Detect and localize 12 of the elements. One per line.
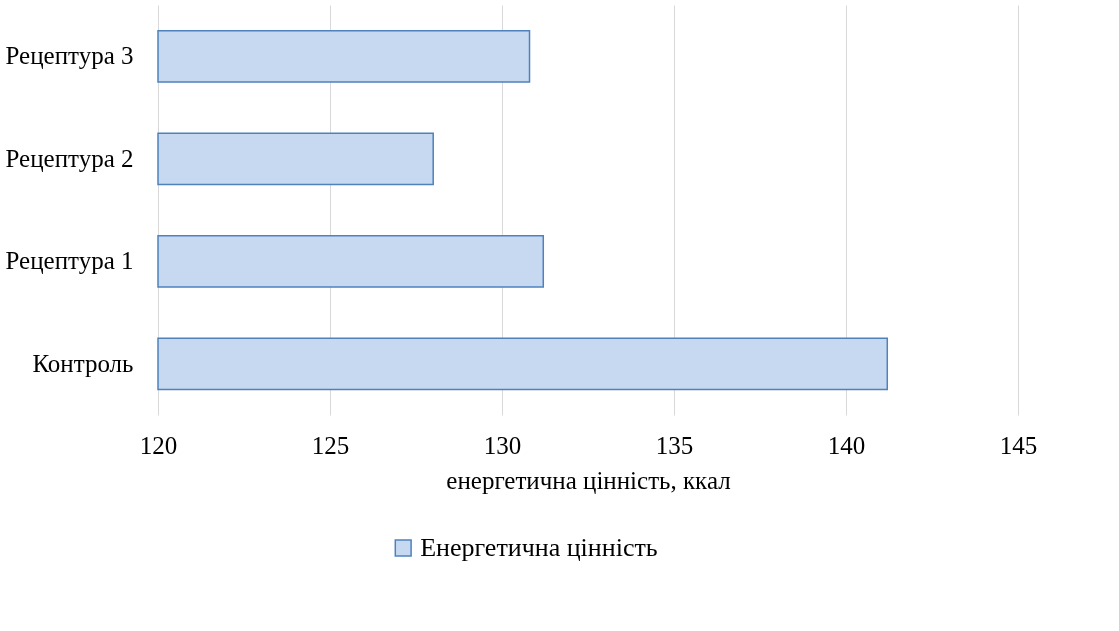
- x-tick-label: 125: [311, 431, 350, 459]
- x-tick-label: 120: [139, 431, 178, 459]
- y-tick-label: Рецептура 1: [5, 247, 134, 275]
- legend-label: Енергетична цінність: [420, 533, 658, 562]
- x-tick-label: 140: [827, 431, 866, 459]
- y-tick-label: Рецептура 2: [5, 144, 134, 172]
- y-tick-label: Рецептура 3: [5, 42, 134, 70]
- x-tick-label: 135: [655, 431, 694, 459]
- x-tick-label: 145: [999, 431, 1038, 459]
- y-tick-label: Контроль: [32, 349, 134, 377]
- x-axis-title: енергетична цінність, ккал: [446, 466, 731, 494]
- x-tick-label: 130: [483, 431, 522, 459]
